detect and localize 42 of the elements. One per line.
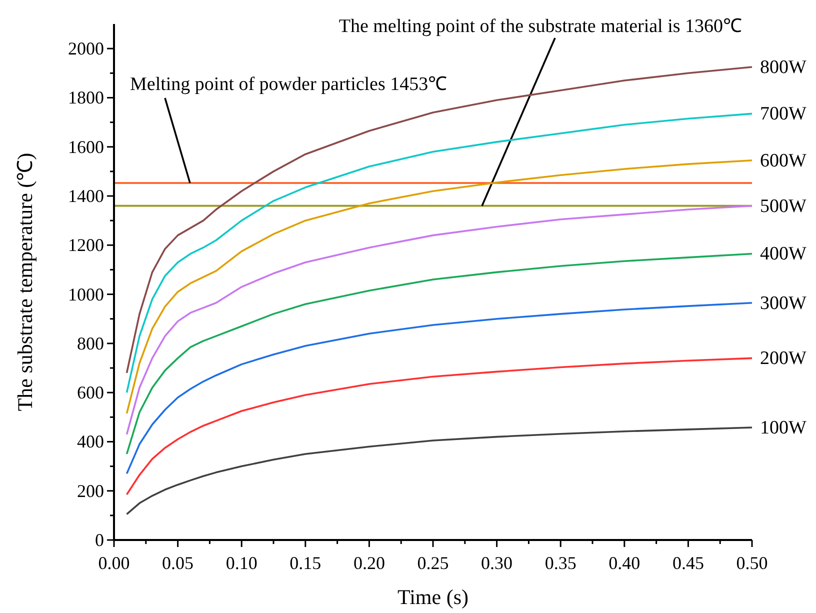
x-tick-label: 0.30 (481, 553, 513, 573)
x-tick-label: 0.05 (162, 553, 194, 573)
line-series (126, 302, 753, 475)
x-tick-label: 0.15 (290, 553, 322, 573)
y-tick-label: 200 (77, 480, 104, 501)
x-tick-label: 0.45 (672, 553, 704, 573)
series-label: 800W (760, 57, 806, 78)
line-series (126, 357, 753, 496)
x-tick-label: 0.00 (98, 553, 130, 573)
y-tick-label: 400 (77, 432, 104, 452)
y-tick-label: 0 (95, 530, 104, 550)
series-label: 600W (760, 150, 806, 172)
y-tick-label: 1400 (68, 186, 104, 206)
series-label: 400W (760, 244, 806, 265)
ref-line-label: Melting point of powder particles 1453℃ (130, 74, 448, 95)
y-tick-label: 1200 (68, 235, 104, 256)
line-series (126, 204, 753, 436)
series-label: 700W (760, 104, 806, 125)
x-tick-label: 0.10 (226, 553, 258, 573)
line-series (126, 66, 753, 374)
x-axis-title: Time (s) (398, 585, 468, 609)
y-tick-label: 1800 (68, 88, 104, 108)
y-tick-label: 1600 (68, 136, 104, 157)
line-series (126, 426, 753, 516)
x-tick-label: 0.20 (353, 553, 385, 573)
series-label: 100W (760, 417, 806, 438)
y-tick-label: 600 (77, 382, 104, 403)
ref-line-label: The melting point of the substrate material is 1360℃ (338, 16, 742, 37)
series-label: 500W (760, 196, 806, 217)
line-series (126, 252, 753, 455)
y-axis-title: The substrate temperature (℃) (13, 152, 37, 412)
y-tick-label: 2000 (68, 38, 104, 59)
y-tick-label: 800 (77, 333, 104, 354)
x-tick-label: 0.35 (544, 553, 576, 573)
x-tick-label: 0.50 (736, 553, 768, 573)
series-label: 300W (760, 292, 806, 314)
y-tick-label: 1000 (68, 284, 104, 304)
x-tick-label: 0.25 (417, 553, 449, 573)
line-series (126, 112, 753, 394)
line-series (126, 159, 753, 414)
x-tick-label: 0.40 (608, 553, 640, 573)
series-label: 200W (760, 348, 806, 370)
